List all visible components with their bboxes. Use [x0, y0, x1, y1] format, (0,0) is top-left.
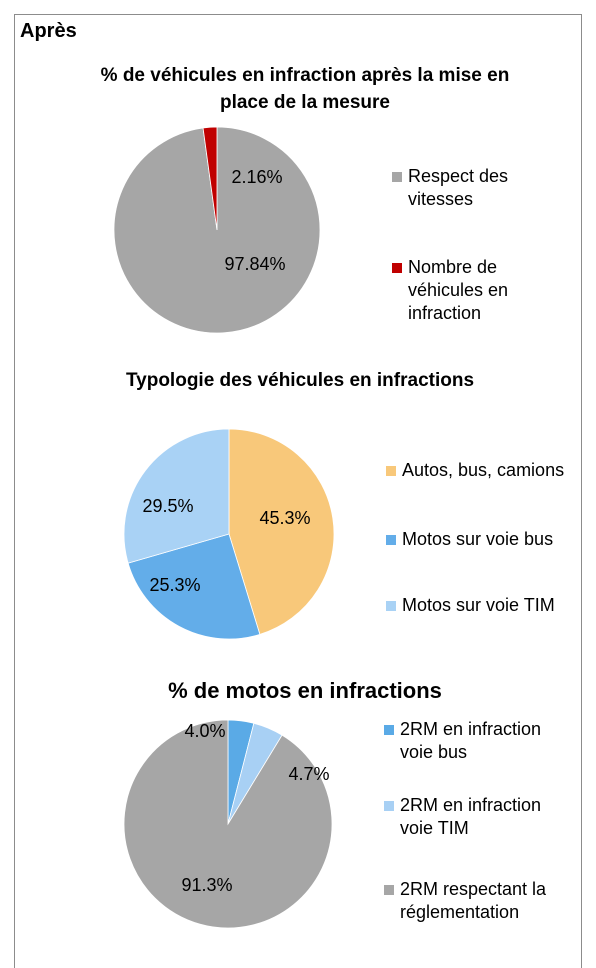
data-label: 25.3% [149, 575, 200, 595]
legend-swatch [386, 535, 396, 545]
chart-title: % de véhicules en infraction après la mi… [100, 65, 510, 113]
data-label: 2.16% [231, 167, 282, 187]
data-label: 45.3% [259, 508, 310, 528]
legend-entry: 2RM respectant la réglementation [384, 878, 570, 924]
legend-entry: Nombre de véhicules en infraction [392, 256, 548, 325]
legend-swatch [392, 263, 402, 273]
legend-entry: Motos sur voie bus [386, 528, 572, 551]
frame [14, 14, 582, 968]
pie-slice [127, 533, 261, 640]
legend-entry: Autos, bus, camions [386, 459, 572, 482]
header-title: Après [20, 20, 77, 42]
legend-entry: Motos sur voie TIM [386, 594, 572, 617]
data-label: 4.7% [288, 764, 329, 784]
data-label: 4.0% [184, 721, 225, 741]
legend-swatch [384, 885, 394, 895]
legend-swatch [384, 801, 394, 811]
legend-entry: Respect des vitesses [392, 165, 548, 211]
pie-slice [228, 428, 335, 635]
data-label: 91.3% [181, 875, 232, 895]
legend-entry: 2RM en infraction voie TIM [384, 794, 570, 840]
chart-title: % de motos en infractions [168, 678, 442, 703]
legend-swatch [384, 725, 394, 735]
data-label: 97.84% [224, 254, 285, 274]
pie-slice [123, 719, 333, 929]
legend-entry: 2RM en infraction voie bus [384, 718, 570, 764]
legend-swatch [392, 172, 402, 182]
legend-swatch [386, 601, 396, 611]
legend-swatch [386, 466, 396, 476]
pie-slice [123, 428, 230, 564]
pie-slice [202, 126, 218, 231]
data-label: 29.5% [142, 496, 193, 516]
chart-title: Typologie des véhicules en infractions [125, 370, 475, 391]
